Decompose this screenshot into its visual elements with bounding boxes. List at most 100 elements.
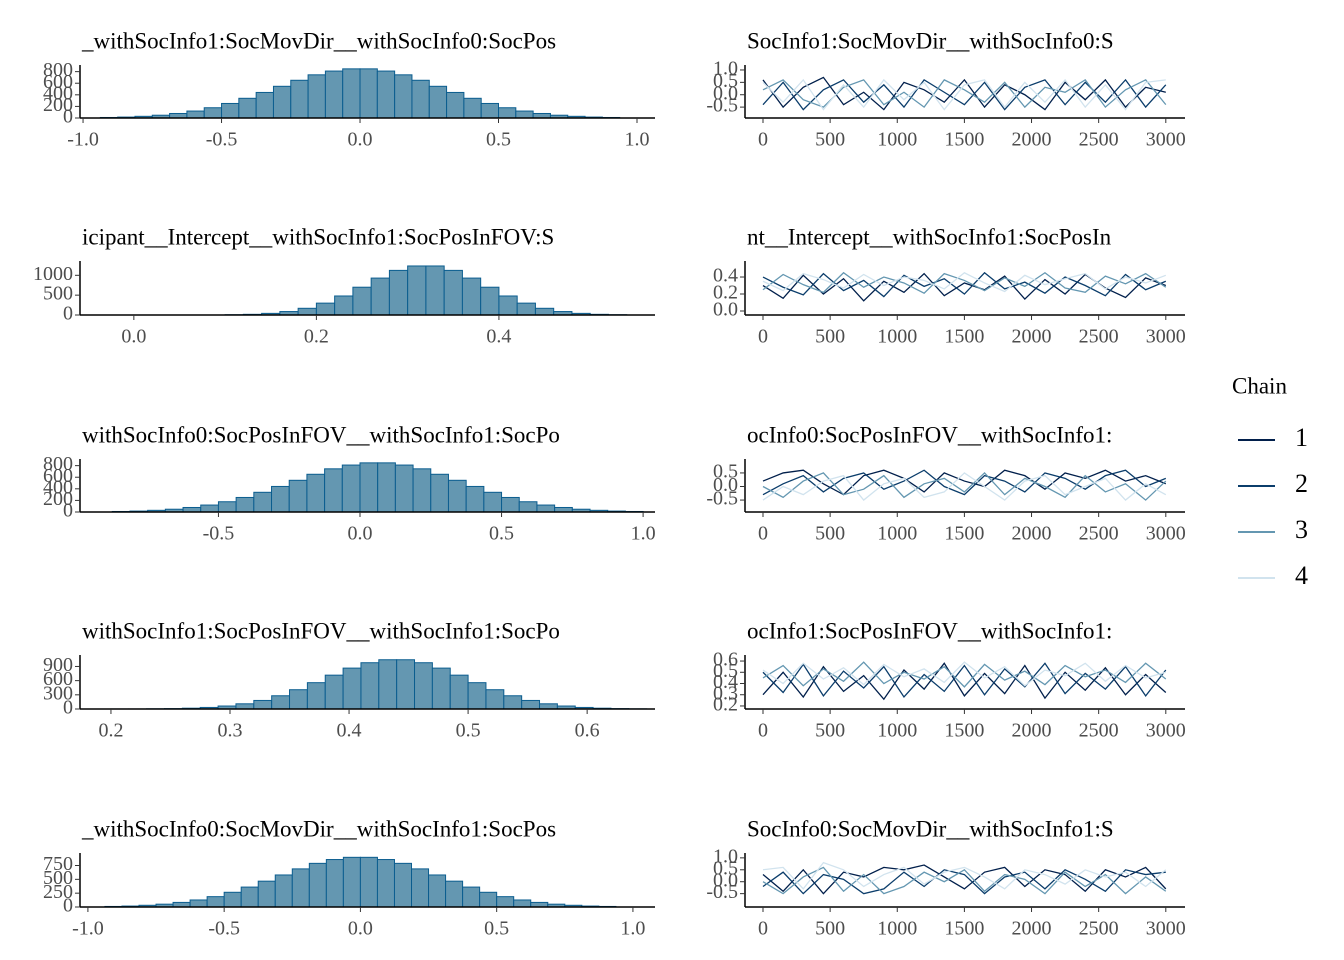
trace-line [762,861,1167,890]
histogram-bar [255,91,274,119]
histogram-bar [480,286,500,316]
x-tick-label: 2000 [1012,918,1052,940]
x-tick-label: 1000 [877,720,917,742]
x-tick-label: -1.0 [72,918,104,940]
histogram-bar [431,667,451,710]
histogram-bar [271,695,291,710]
histogram-bar [307,74,326,119]
x-tick-label: 1.0 [631,523,656,545]
trace-line [762,272,1167,302]
x-tick-label: 3000 [1146,523,1186,545]
histogram-bar [534,307,555,316]
panel-title: nt__Intercept__withSocInfo1:SocPosIn [747,224,1112,249]
histogram-bar [324,70,344,119]
y-tick-label: 250 [43,881,73,903]
histogram-bar [359,462,379,513]
y-tick-label: 200 [43,94,73,116]
x-tick-label: 0.4 [337,720,362,742]
histogram-bar [253,491,273,513]
histogram-bar [342,667,362,710]
histogram-bar [428,85,448,119]
y-tick-label: 1000 [33,263,73,285]
histogram-bar [407,265,427,316]
y-tick-label: 0 [63,500,73,522]
histogram-bar [516,302,536,316]
y-tick-label: 0.2 [713,694,738,716]
histogram-bar [430,473,449,513]
panel-title: ocInfo0:SocPosInFOV__withSocInfo1: [747,422,1112,447]
histogram-bar [521,699,541,710]
x-tick-label: 2000 [1012,523,1052,545]
histogram-bar [324,468,343,513]
histogram-bar [308,862,327,908]
y-tick-label: 0 [63,697,73,719]
histogram-bar [485,689,505,710]
histogram-bar [536,504,556,513]
x-tick-label: 1000 [877,129,917,151]
x-tick-label: 1.0 [624,129,649,151]
histogram-bar [411,79,430,119]
histogram-bar [501,496,520,513]
histogram-bar [518,501,538,513]
panel: -0.50.00.5 0 500 1000 1500 2000 2500 3000 [706,459,1186,545]
histogram-bar [503,695,523,710]
legend-label: 1 [1295,423,1308,452]
x-tick-label: 0.0 [121,326,146,348]
histogram-bar [394,464,414,513]
y-tick-label: 300 [43,682,73,704]
histogram-bar [425,265,445,316]
x-tick-label: 0.0 [347,523,372,545]
x-tick-label: 1000 [877,523,917,545]
y-tick-label: 0.5 [713,857,738,879]
x-tick-label: -0.5 [206,129,238,151]
x-tick-label: 0.4 [486,326,511,348]
trace-line [762,869,1166,895]
histogram-bar [253,699,273,710]
x-tick-label: 2500 [1079,720,1119,742]
histogram-bar [414,662,433,710]
histogram-bar [376,70,396,119]
x-tick-label: 3000 [1146,326,1186,348]
histogram-bar [271,485,290,513]
histogram-bar [342,68,361,119]
legend-title: Chain [1232,373,1287,398]
histogram-bar [461,277,482,316]
histogram-bar [411,868,430,908]
histogram-bar [240,886,259,908]
y-tick-label: 0.5 [713,461,738,483]
y-tick-label: 200 [43,488,73,510]
histogram-bar [324,674,344,710]
histogram-bar [539,703,558,710]
y-tick-label: 400 [43,476,73,498]
x-tick-label: 2000 [1012,129,1052,151]
y-tick-label: -0.5 [706,95,738,117]
trace-line [762,271,1167,294]
legend-label: 4 [1295,561,1308,590]
x-tick-label: 0.0 [348,129,373,151]
trace-line [762,662,1167,699]
histogram-bar [462,886,481,908]
histogram-bar [513,899,532,908]
histogram-bar [465,485,485,513]
x-tick-label: 1000 [877,326,917,348]
y-tick-label: 1.0 [713,845,738,867]
histogram-bar [467,682,487,710]
histogram-bar [297,307,317,316]
trace-line [762,864,1167,895]
y-tick-label: 0.5 [713,70,738,92]
y-tick-label: 600 [43,465,73,487]
panel: -0.50.00.51.0 0 500 1000 1500 2000 2500 3000 [706,58,1185,151]
legend-label: 3 [1295,515,1308,544]
panel-title: SocInfo0:SocMovDir__withSocInfo1:S [747,816,1114,841]
trace-line [762,661,1167,688]
panel: 0.20.30.40.50.6 0 500 1000 1500 2000 2500 3000 [713,649,1186,742]
panel-title: icipant__Intercept__withSocInfo1:SocPosI… [82,224,554,249]
panel-title: _withSocInfo1:SocMovDir__withSocInfo0:So… [81,28,556,53]
trace-line [762,271,1167,298]
x-tick-label: 500 [815,129,845,151]
histogram-bar [479,891,498,908]
histogram-bar [186,110,205,119]
histogram-bar [274,874,293,908]
